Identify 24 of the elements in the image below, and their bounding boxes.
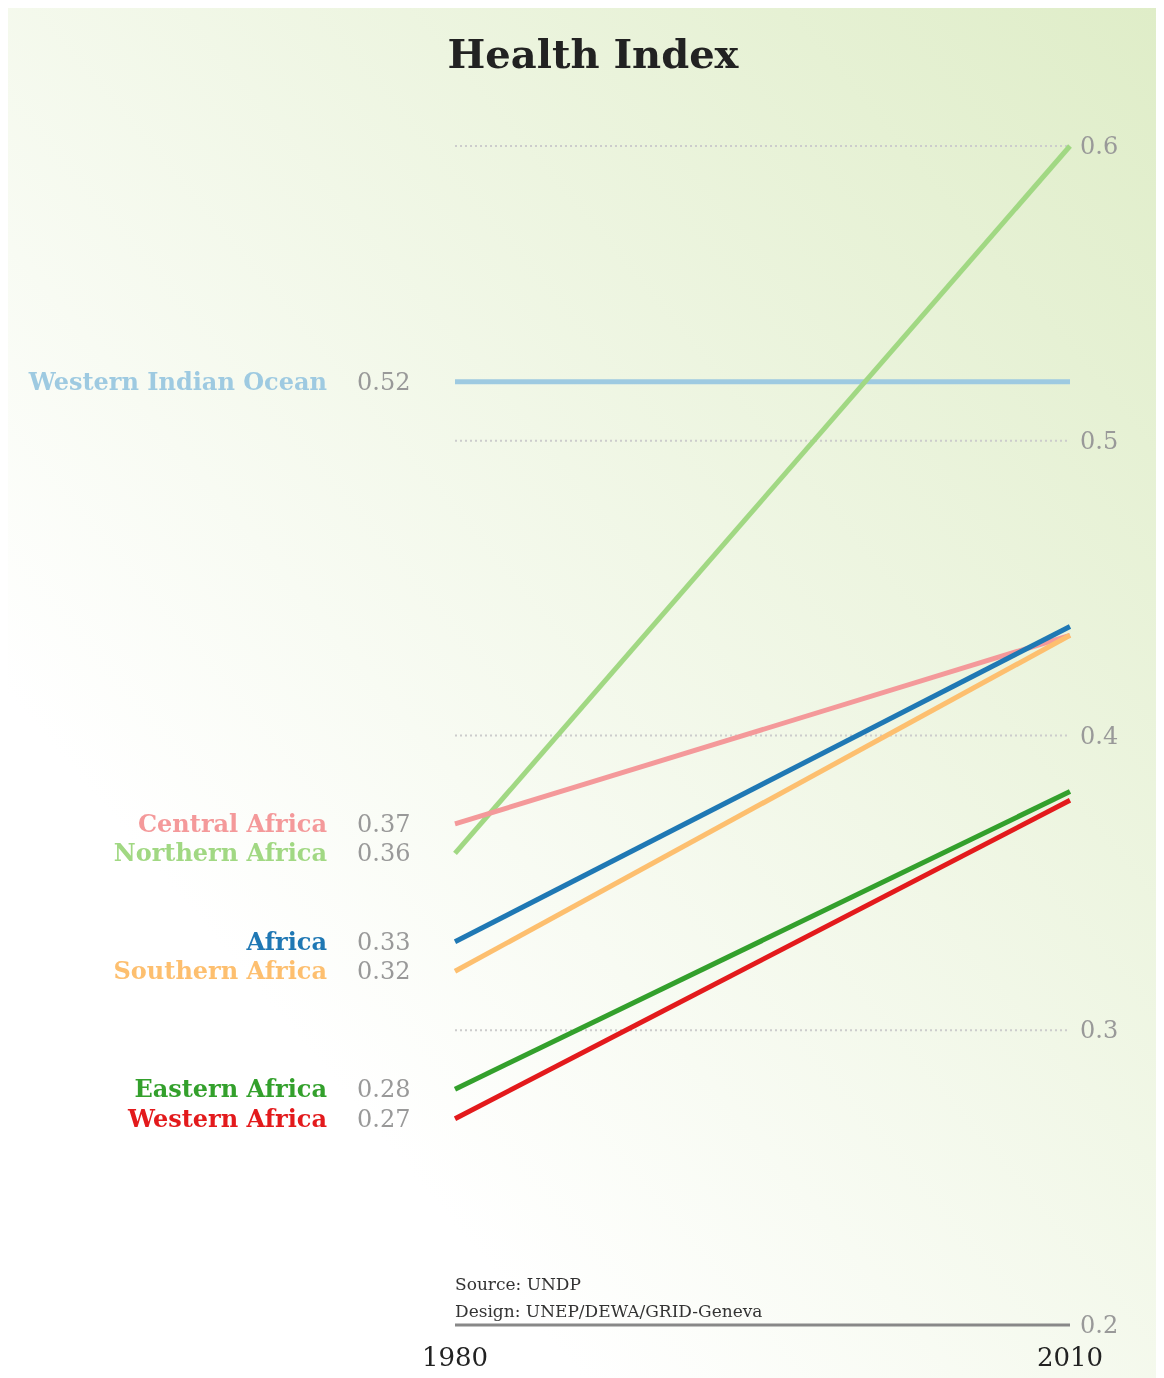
annotation: Design: UNEP/DEWA/GRID-Geneva [455,1301,763,1321]
text: Northern Africa [113,838,327,868]
data-label: 0.36 [357,839,411,868]
y-tick-label: 0.6 [1080,132,1119,160]
data-label: 0.28 [357,1075,411,1104]
x-tick-label: 2010 [1036,1342,1104,1372]
x-tick-label: 1980 [421,1342,489,1372]
text: Western Indian Ocean [27,366,327,396]
data-label: 0.32 [357,957,411,986]
y-tick-label: 0.5 [1080,426,1119,455]
text: Central Africa [137,808,327,838]
y-tick-label: 0.4 [1080,721,1119,750]
text: Western Africa [126,1103,327,1133]
data-label: 0.33 [357,927,411,956]
data-label: 0.37 [357,809,411,838]
annotation: Source: UNDP [455,1274,581,1294]
text: Eastern Africa [134,1074,327,1104]
data-label: 0.52 [357,367,411,396]
y-tick-label: 0.3 [1080,1016,1119,1045]
text: Africa [245,926,327,956]
text: Southern Africa [113,956,327,986]
chart-title: Health Index [447,30,740,77]
data-label: 0.27 [357,1104,411,1133]
y-tick-label: 0.2 [1080,1311,1119,1339]
